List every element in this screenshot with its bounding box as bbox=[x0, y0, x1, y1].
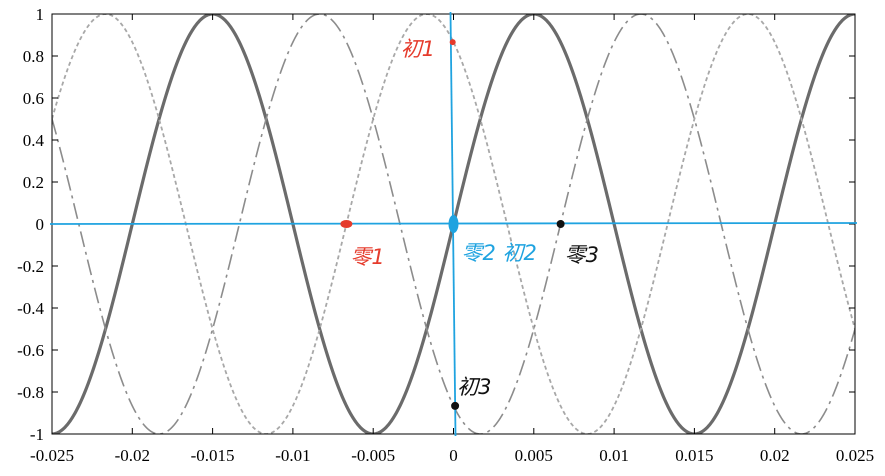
annotation-label: 零1 bbox=[350, 245, 384, 269]
x-tick-label: 0.015 bbox=[675, 446, 713, 465]
x-tick-label: 0.01 bbox=[599, 446, 629, 465]
annotation-label: 零2 初2 bbox=[462, 241, 537, 265]
y-tick-label: 0.8 bbox=[23, 47, 44, 66]
annotation-point bbox=[451, 401, 460, 410]
y-tick-label: -0.4 bbox=[17, 299, 44, 318]
annotation-point bbox=[340, 220, 353, 228]
annotation-point bbox=[448, 215, 459, 233]
x-tick-label: -0.025 bbox=[30, 446, 74, 465]
x-tick-label: 0.005 bbox=[515, 446, 553, 465]
x-tick-label: -0.005 bbox=[351, 446, 395, 465]
y-tick-label: 0.2 bbox=[23, 173, 44, 192]
y-tick-label: 1 bbox=[36, 5, 45, 24]
x-tick-label: -0.015 bbox=[191, 446, 235, 465]
x-tick-label: 0.025 bbox=[836, 446, 874, 465]
x-tick-label: 0 bbox=[449, 446, 458, 465]
annotation-label: 初1 bbox=[401, 37, 435, 61]
y-tick-label: -0.2 bbox=[17, 257, 44, 276]
y-tick-label: 0.4 bbox=[23, 131, 45, 150]
y-tick-label: -0.8 bbox=[17, 383, 44, 402]
x-tick-label: -0.02 bbox=[115, 446, 150, 465]
annotation-point bbox=[449, 39, 456, 46]
y-tick-label: -0.6 bbox=[17, 341, 44, 360]
tick-layer: -0.025 -0.02 -0.015 -0.01 -0.005 0 0.005 0.01 0.… bbox=[17, 5, 874, 465]
y-tick-label: -1 bbox=[30, 425, 44, 444]
x-tick-label: -0.01 bbox=[275, 446, 310, 465]
y-tick-label: 0 bbox=[36, 215, 45, 234]
x-tick-label: 0.02 bbox=[760, 446, 790, 465]
y-tick-label: 0.6 bbox=[23, 89, 44, 108]
annotation-point bbox=[556, 220, 565, 228]
annotation-label: 零3 bbox=[565, 243, 599, 267]
annotation-layer: 初1 零1 零2 初2 零3 初3 bbox=[340, 37, 599, 410]
annotation-label: 初3 bbox=[457, 375, 491, 399]
